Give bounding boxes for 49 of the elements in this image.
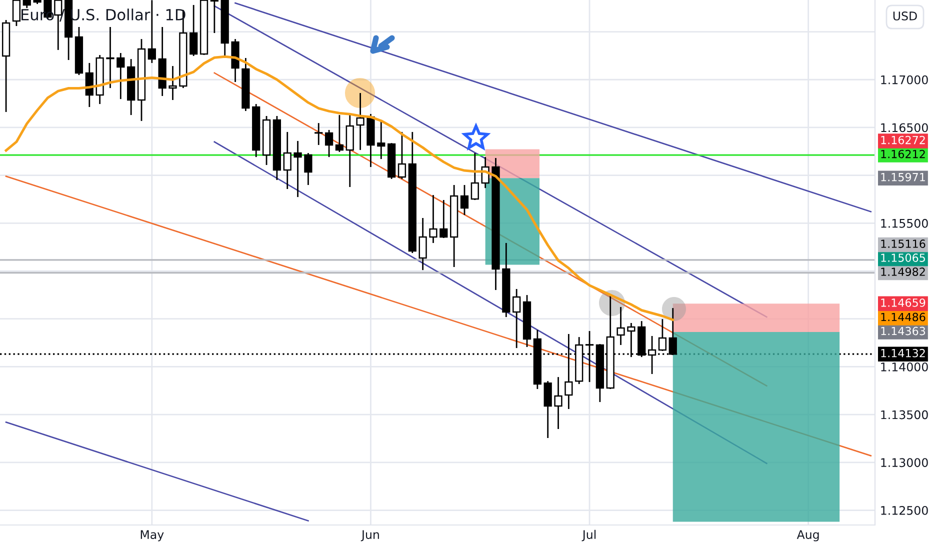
- ref-line-label: 1.15116: [881, 240, 926, 248]
- candlestick: [470, 152, 479, 201]
- x-tick-label: Jun: [360, 530, 379, 542]
- text: 1.16272: [881, 136, 925, 144]
- y-axis-title: USD: [893, 11, 917, 20]
- candlestick: [116, 52, 125, 100]
- y-tick-label: 1.13000: [881, 458, 928, 468]
- y-tick-label: 1.16500: [881, 123, 928, 132]
- candlestick: [106, 26, 114, 89]
- candlestick: [283, 131, 292, 190]
- candlestick: [210, 0, 218, 34]
- y-tick-label: 1.15500: [881, 218, 928, 228]
- text: 1.14659: [881, 298, 926, 307]
- candlestick: [418, 217, 427, 271]
- ref-line-label: 1.14132: [881, 348, 925, 358]
- candlestick: [335, 114, 344, 153]
- candlestick: [440, 199, 448, 239]
- y-tick-label: 1.14000: [881, 362, 928, 372]
- candlestick: [512, 288, 521, 349]
- candlestick: [54, 0, 62, 51]
- x-tick-label: Jul: [582, 530, 596, 542]
- text: 1.15971: [881, 172, 925, 182]
- x-tick-label: May: [140, 530, 164, 542]
- candlestick: [12, 0, 21, 27]
- candlestick: [544, 380, 552, 439]
- y-tick-label: 1.13500: [881, 410, 928, 420]
- candlestick: [324, 129, 334, 158]
- candlestick: [658, 318, 667, 352]
- ref-line-label: 1.14982: [881, 268, 925, 276]
- ref-line-label: 1.16212: [881, 150, 925, 158]
- candlestick: [304, 152, 312, 186]
- candlestick: [398, 131, 406, 180]
- candlestick: [168, 65, 177, 101]
- y-tick-label: 1.17000: [881, 75, 928, 84]
- candlestick: [554, 376, 562, 430]
- candlestick: [460, 184, 469, 216]
- candlestick: [294, 140, 302, 198]
- candlestick: [346, 114, 354, 188]
- candlestick: [190, 4, 198, 57]
- text: 1.14486: [881, 312, 926, 322]
- candlestick: [314, 122, 323, 146]
- y-tick-label: 1.12500: [881, 506, 928, 515]
- text: 1.14363: [881, 326, 926, 336]
- candlestick: [429, 194, 438, 244]
- text: 1.15065: [881, 254, 925, 262]
- candlestick: [356, 92, 364, 151]
- candlestick: [377, 121, 386, 160]
- x-tick-label: Aug: [796, 530, 819, 542]
- candlestick: [616, 306, 625, 346]
